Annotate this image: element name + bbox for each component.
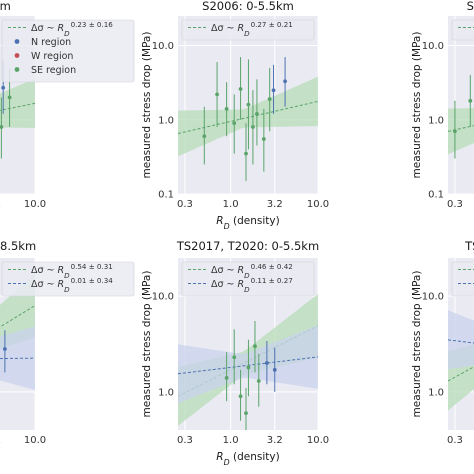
legend-entry: SE region xyxy=(31,65,76,76)
y-tick-label: 1.0 xyxy=(428,115,444,126)
data-point xyxy=(232,355,237,360)
data-point xyxy=(251,125,255,129)
legend-box xyxy=(1,261,135,297)
x-tick-label: 0.3 xyxy=(447,435,463,446)
y-tick-label: 0.1 xyxy=(158,190,174,201)
panel-title: S2006: 0-5.5km xyxy=(202,0,294,13)
data-point xyxy=(238,394,243,399)
y-tick-label: 1.0 xyxy=(428,387,444,398)
x-tick-label: 10.0 xyxy=(307,435,329,446)
data-point xyxy=(271,88,276,93)
data-point xyxy=(256,379,261,383)
data-point xyxy=(264,361,269,365)
data-point xyxy=(1,85,6,90)
y-axis-label: measured stress drop (MPa) xyxy=(411,32,423,179)
data-point xyxy=(224,375,229,380)
y-tick-label: 1.0 xyxy=(158,115,174,126)
panel-p5: TS2017, T2020: 0-5.5km 0.3 1.0 3.2 10.0 1.0 10… xyxy=(141,239,329,467)
data-point xyxy=(0,125,4,129)
x-tick-label: 3.2 xyxy=(267,199,283,210)
x-tick-label: 3.2 xyxy=(267,435,283,446)
data-point xyxy=(215,92,219,97)
legend-box xyxy=(1,19,135,83)
fit-line-green xyxy=(448,366,474,382)
x-tick-label: 1.0 xyxy=(223,199,239,210)
legend-box xyxy=(451,261,474,297)
legend-marker xyxy=(14,39,20,44)
data-point xyxy=(244,151,248,156)
panel-p2: S2006: 0-5.5km 0.3 1.0 3.2 10.0 0.1 1.0 10.0 RD … xyxy=(141,0,329,231)
legend-entry: Δσ ~ RD0.11 ± 0.27 xyxy=(211,276,293,294)
data-point xyxy=(255,111,259,116)
data-point xyxy=(232,121,237,126)
y-tick-label: 1.0 xyxy=(158,387,174,398)
legend-box xyxy=(181,19,315,41)
x-tick-label: 10.0 xyxy=(24,199,46,210)
legend-box xyxy=(451,19,474,41)
data-point xyxy=(224,107,229,111)
y-axis-label: measured stress drop (MPa) xyxy=(141,32,153,179)
data-point xyxy=(261,137,266,141)
data-point xyxy=(246,102,251,107)
data-point xyxy=(244,411,248,416)
x-tick-label: 1.0 xyxy=(223,435,239,446)
panel-title: TS2017, T2020: 0-8.5km xyxy=(0,239,36,253)
x-tick-label: 10.0 xyxy=(307,199,329,210)
data-point xyxy=(267,97,272,101)
fit-line-blue xyxy=(0,357,35,360)
y-tick-label: 10.0 xyxy=(422,41,444,52)
y-tick-label: 10.0 xyxy=(422,292,444,303)
y-axis-label: measured stress drop (MPa) xyxy=(411,271,423,418)
x-tick-label: 0.3 xyxy=(177,199,193,210)
y-tick-label: 10.0 xyxy=(152,292,174,303)
data-point xyxy=(468,98,473,103)
legend-marker xyxy=(14,67,20,72)
x-tick-label: 3.2 xyxy=(0,199,1,210)
x-tick-label: 10.0 xyxy=(24,435,46,446)
legend-entry: W region xyxy=(31,51,73,62)
data-point xyxy=(453,129,457,134)
x-axis-label: RD (density) xyxy=(216,215,279,231)
data-point xyxy=(246,365,251,370)
panel-title: S2006: 0-8.5km xyxy=(0,0,11,13)
data-point xyxy=(238,87,243,91)
x-axis-label: RD (density) xyxy=(216,451,279,467)
fit-band-green xyxy=(0,78,35,128)
fit-line-green xyxy=(0,305,35,328)
data-point xyxy=(253,344,257,349)
y-tick-label: 10.0 xyxy=(152,41,174,52)
legend-box xyxy=(181,261,315,297)
data-point xyxy=(202,134,207,139)
panel-title: TS2017, T2020: 5. xyxy=(464,239,474,253)
legend-entry: Δσ ~ RD0.54 ± 0.31 xyxy=(31,262,113,280)
panel-title: S2006: 5.5-8.5km xyxy=(467,0,474,13)
legend-marker xyxy=(14,53,20,58)
data-point xyxy=(7,95,12,100)
data-point xyxy=(272,367,277,372)
legend-entry: Δσ ~ RD0.01 ± 0.34 xyxy=(31,276,113,294)
data-point xyxy=(283,79,287,84)
x-tick-label: 0.3 xyxy=(177,435,193,446)
legend-entry: N region xyxy=(31,37,71,48)
fit-band-blue xyxy=(448,310,474,370)
panel-title: TS2017, T2020: 0-5.5km xyxy=(176,239,319,253)
x-tick-label: 0.3 xyxy=(447,199,463,210)
y-tick-label: 0.1 xyxy=(428,190,444,201)
y-axis-label: measured stress drop (MPa) xyxy=(141,271,153,418)
legend-entry: Δσ ~ RD0.46 ± 0.42 xyxy=(211,262,293,280)
legend-entry: Δσ ~ RD0.27 ± 0.21 xyxy=(211,20,293,38)
data-point xyxy=(2,347,7,351)
panel-p6: TS2017, T2020: 5.0.31.03.21.010.0RD (den… xyxy=(411,239,474,446)
legend-entry: Δσ ~ RD0.23 ± 0.16 xyxy=(31,20,113,38)
x-tick-label: 3.2 xyxy=(0,435,1,446)
